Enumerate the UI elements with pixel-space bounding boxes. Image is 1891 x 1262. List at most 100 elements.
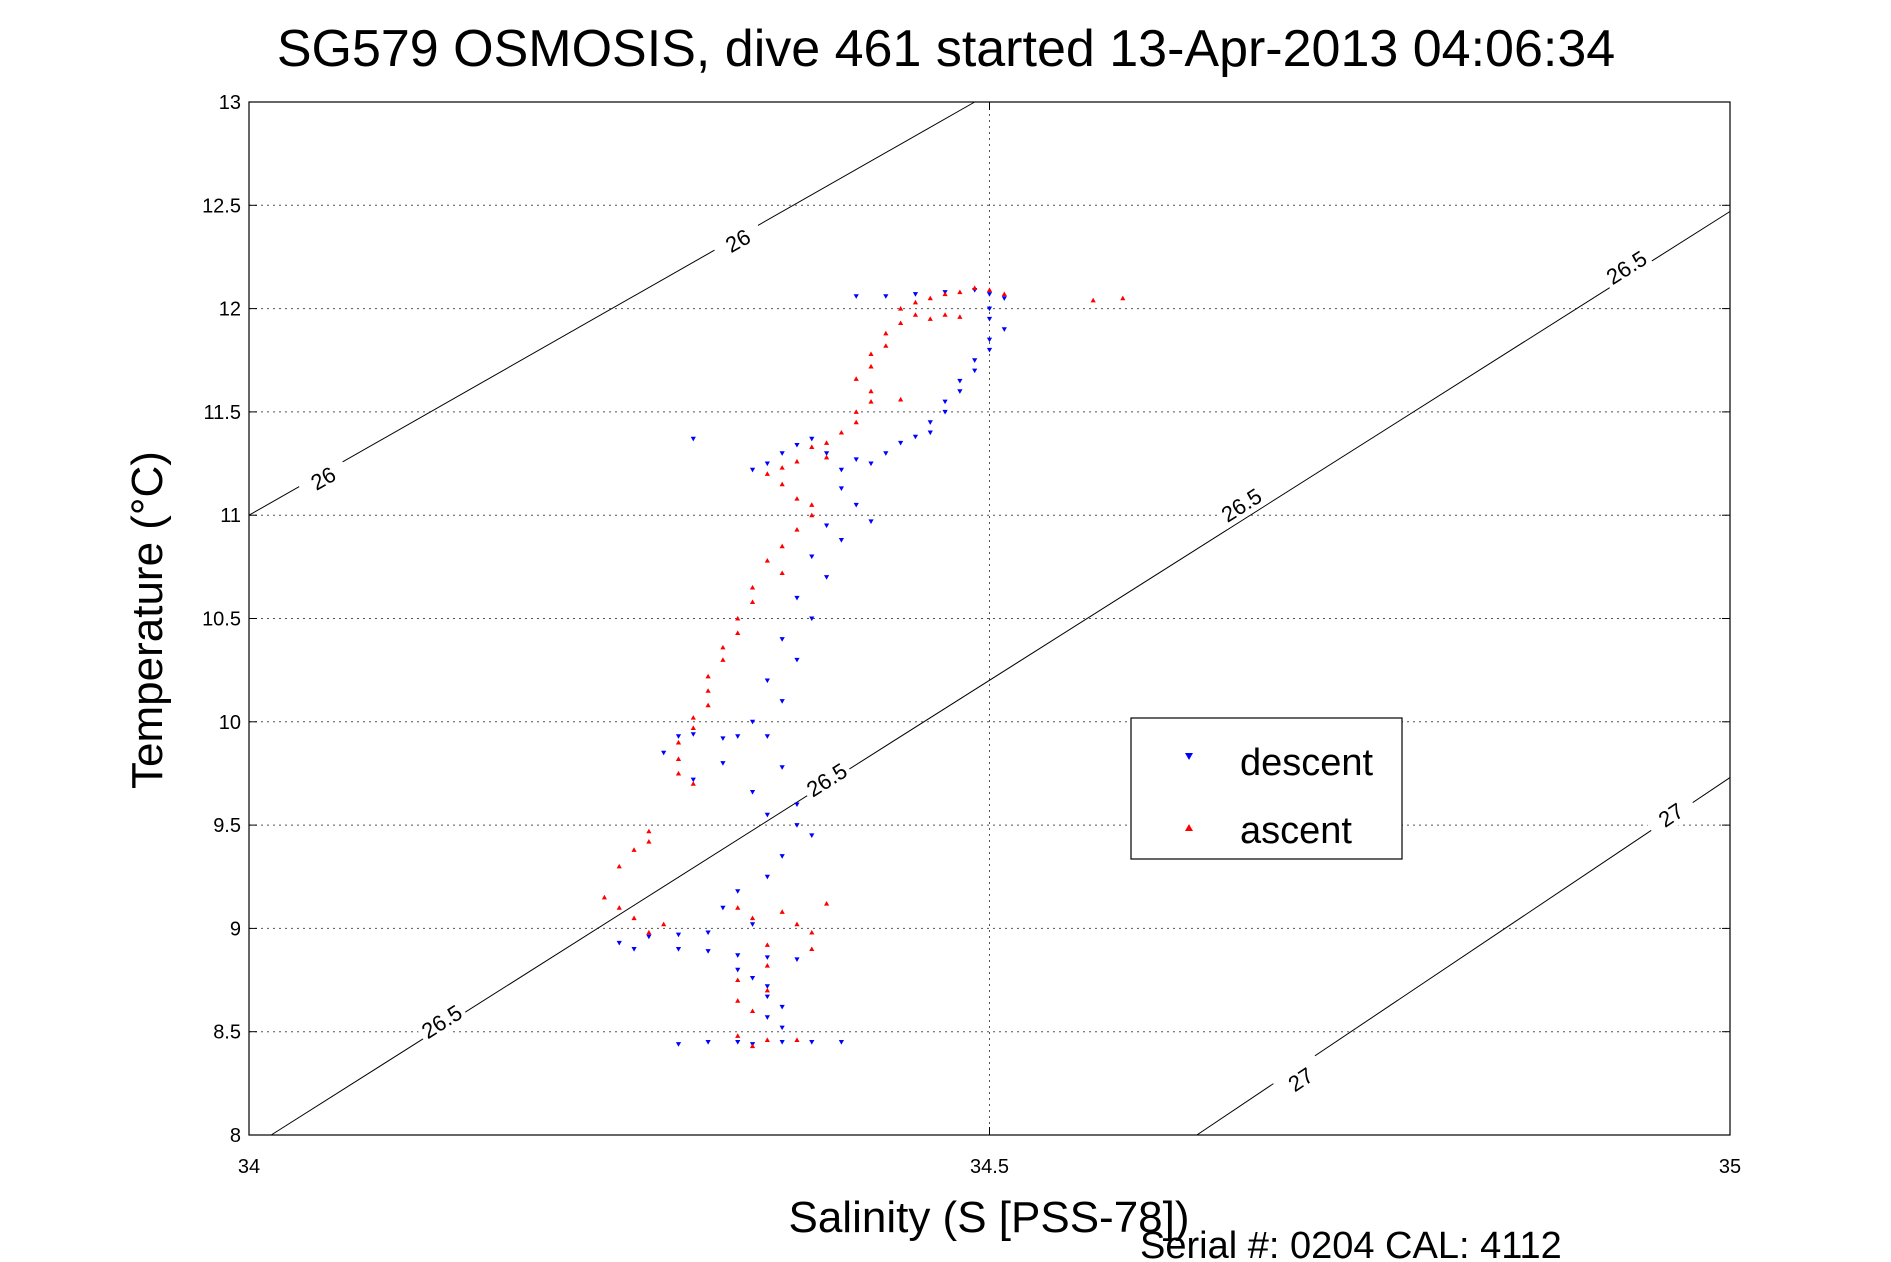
ascent-point: [986, 287, 993, 293]
ascent-point: [823, 440, 830, 445]
ascent-point: [720, 657, 726, 662]
descent-point: [705, 949, 711, 954]
ascent-point: [823, 901, 830, 906]
ascent-point: [749, 599, 756, 604]
descent-point: [735, 734, 741, 739]
ascent-point: [942, 312, 948, 317]
descent-point: [1001, 327, 1007, 332]
contour-label-bg: [798, 755, 855, 805]
ascent-point: [972, 285, 978, 290]
ascent-point: [898, 396, 904, 402]
ascent-point: [794, 496, 800, 501]
y-tick-label: 12.5: [202, 195, 241, 217]
ascent-point: [794, 1037, 800, 1042]
descent-point: [735, 889, 741, 894]
ascent-point: [853, 376, 859, 381]
ascent-point: [1001, 291, 1007, 297]
descent-point: [735, 953, 741, 958]
descent-point: [690, 777, 696, 783]
descent-point: [838, 467, 844, 473]
descent-point: [883, 294, 889, 299]
ascent-point: [675, 739, 682, 745]
ascent-point: [779, 570, 785, 576]
contour-label-bg: [1213, 480, 1270, 530]
descent-point: [794, 802, 800, 808]
legend: descent ascent: [1130, 717, 1403, 860]
descent-point: [749, 467, 756, 473]
ascent-point: [764, 558, 770, 563]
descent-point: [809, 833, 815, 839]
descent-point: [675, 1042, 682, 1047]
descent-point: [779, 765, 785, 770]
x-tick-label: 34.5: [970, 1156, 1009, 1178]
legend-marker-descent: [1185, 753, 1193, 760]
descent-point: [838, 537, 844, 543]
descent-point: [779, 1025, 785, 1031]
descent-point: [853, 294, 859, 299]
descent-point: [883, 451, 889, 456]
descent-point: [972, 368, 978, 374]
ascent-point: [735, 977, 741, 983]
ascent-point: [809, 502, 815, 507]
serial-cal-label: Serial #: 0204 CAL: 4112: [1140, 1225, 1562, 1262]
descent-point: [779, 451, 785, 456]
descent-point: [675, 932, 682, 938]
x-axis-label: Salinity (S [PSS-78]): [788, 1193, 1189, 1242]
grid-lines: [249, 102, 1730, 1135]
contour-label-group: 26.5: [1213, 480, 1270, 530]
ascent-point: [868, 351, 874, 357]
ascent-point: [735, 1033, 741, 1038]
descent-point: [764, 984, 770, 989]
ascent-point: [809, 929, 815, 935]
descent-point: [779, 854, 785, 859]
ascent-point: [690, 715, 696, 720]
legend-label-ascent: ascent: [1240, 810, 1352, 852]
ascent-point: [898, 306, 904, 311]
density-contour-line: [248, 101, 975, 516]
ascent-point: [779, 543, 785, 549]
ascent-point: [705, 688, 711, 693]
ascent-point: [868, 398, 874, 404]
descent-point: [986, 347, 993, 353]
ascent-point: [749, 1043, 756, 1049]
ascent-point: [957, 289, 963, 295]
y-tick-label: 11.5: [204, 402, 241, 424]
y-tick-label: 12: [219, 299, 241, 321]
y-tick-label: 10.5: [202, 609, 241, 631]
ascent-point: [794, 921, 800, 927]
chart-title: SG579 OSMOSIS, dive 461 started 13-Apr-2…: [277, 20, 1615, 78]
descent-point: [764, 1015, 770, 1020]
ascent-point: [764, 962, 770, 968]
descent-point: [675, 947, 682, 952]
ascent-point: [1120, 295, 1126, 301]
ascent-point: [764, 987, 770, 993]
descent-point: [957, 378, 963, 384]
ascent-point: [794, 458, 800, 464]
legend-label-descent: descent: [1240, 742, 1374, 784]
descent-point: [986, 337, 993, 343]
descent-point: [690, 436, 696, 442]
descent-point: [957, 389, 963, 394]
contour-label-group: 27: [1642, 790, 1699, 840]
ascent-point: [705, 702, 711, 708]
ascent-point: [927, 316, 933, 321]
ascent-point: [749, 915, 756, 921]
descent-point: [720, 761, 726, 766]
descent-point: [764, 874, 770, 880]
descent-point: [749, 975, 756, 981]
descent-point: [794, 595, 800, 601]
descent-point: [912, 292, 919, 297]
descent-point: [986, 316, 993, 322]
descent-point: [809, 554, 815, 560]
descent-point: [779, 699, 785, 704]
descent-point: [720, 905, 726, 911]
descent-point: [764, 955, 770, 960]
ascent-point: [868, 388, 874, 394]
contour-label-bg: [709, 216, 766, 265]
ascent-point: [735, 998, 741, 1003]
ascent-point: [838, 429, 844, 435]
ascent-point: [823, 454, 830, 460]
ascent-point: [809, 512, 815, 518]
ascent-point: [675, 770, 682, 776]
